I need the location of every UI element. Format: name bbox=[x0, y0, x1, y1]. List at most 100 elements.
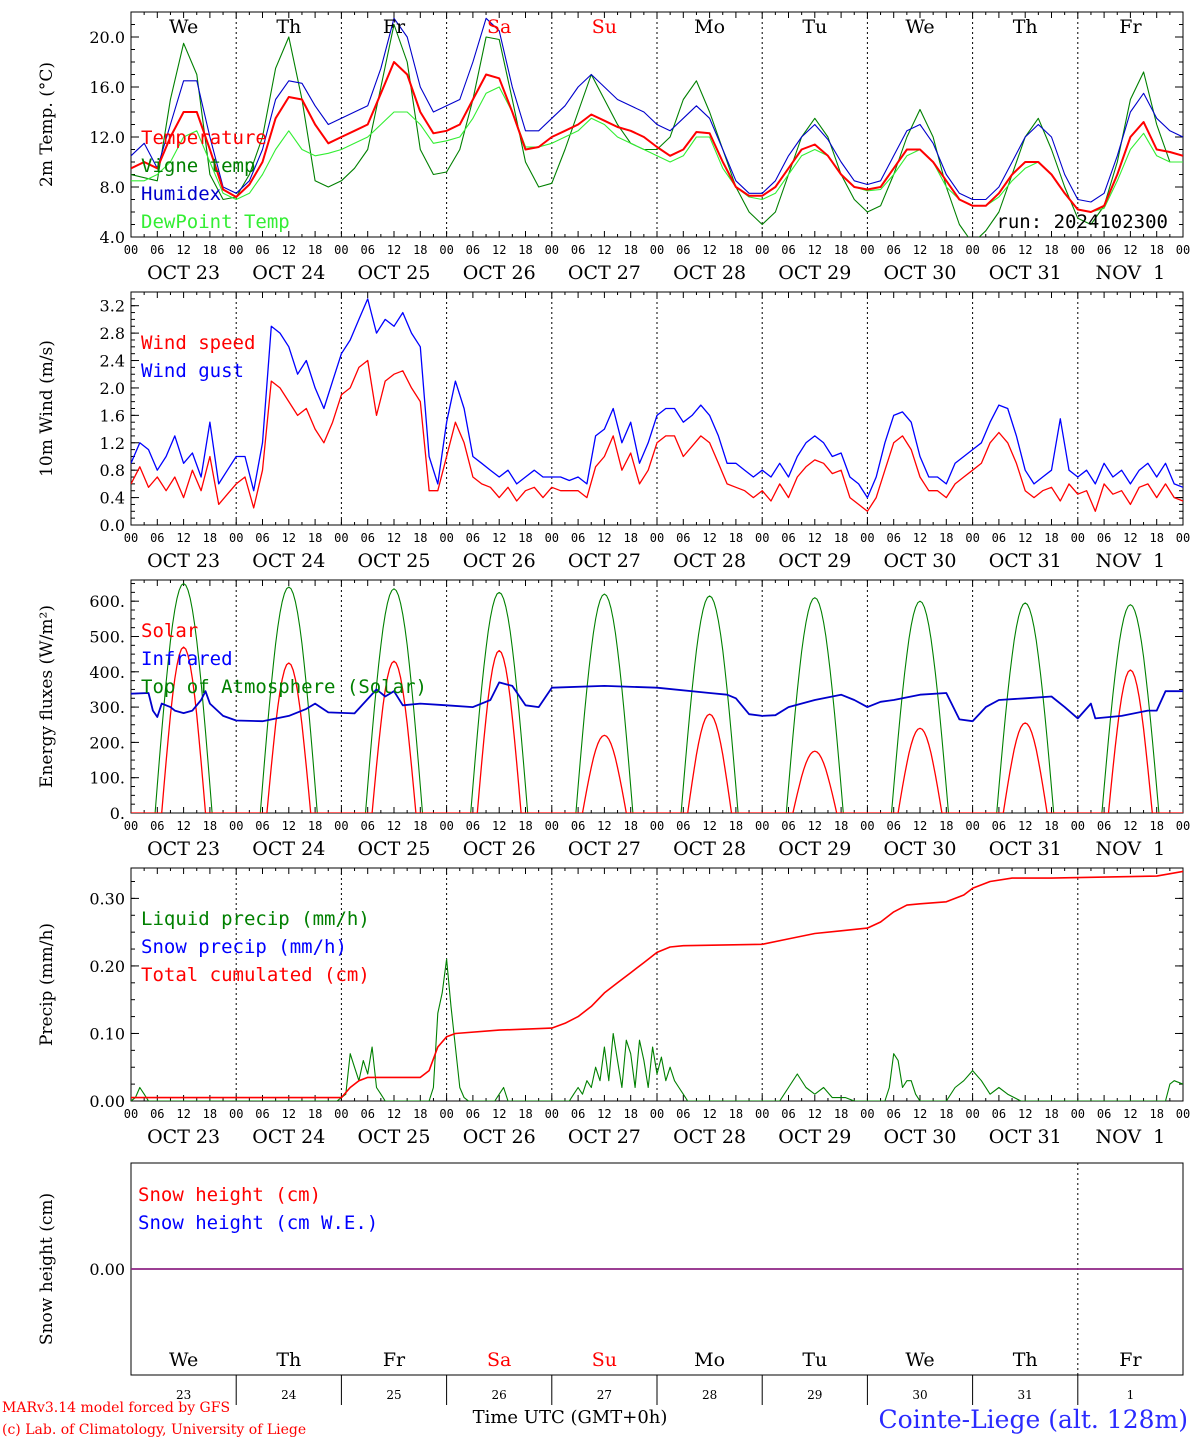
hour-label: 18 bbox=[203, 531, 217, 545]
hour-label: 18 bbox=[308, 1107, 322, 1121]
hour-label: 00 bbox=[439, 1107, 453, 1121]
run-label: run: 2024102300 bbox=[996, 211, 1168, 233]
hour-label: 18 bbox=[834, 531, 848, 545]
day-number-label: 27 bbox=[597, 1388, 612, 1402]
y-tick-label: 500. bbox=[89, 627, 125, 646]
hour-label: 12 bbox=[387, 819, 401, 833]
hour-label: 06 bbox=[676, 819, 690, 833]
hour-label: 18 bbox=[729, 243, 743, 257]
weekday-label: Fr bbox=[1119, 16, 1142, 38]
y-tick-label: 0.0 bbox=[100, 516, 125, 535]
hour-label: 06 bbox=[360, 531, 374, 545]
hour-label: 12 bbox=[1018, 531, 1032, 545]
hour-label: 06 bbox=[466, 243, 480, 257]
y-tick-label: 2.4 bbox=[100, 352, 125, 371]
hour-label: 06 bbox=[1097, 819, 1111, 833]
precip-legend-0: Liquid precip (mm/h) bbox=[141, 908, 370, 930]
hour-label: 06 bbox=[466, 531, 480, 545]
hour-label: 12 bbox=[597, 1107, 611, 1121]
liquid-precip-mm-h-line bbox=[131, 958, 1183, 1101]
hour-label: 18 bbox=[203, 1107, 217, 1121]
hour-label: 18 bbox=[518, 819, 532, 833]
hour-label: 18 bbox=[308, 243, 322, 257]
weekday-label: Th bbox=[1013, 1349, 1038, 1371]
hour-label: 00 bbox=[965, 1107, 979, 1121]
hour-label: 00 bbox=[650, 243, 664, 257]
day-number-label: 29 bbox=[807, 1388, 822, 1402]
hour-label: 06 bbox=[992, 243, 1006, 257]
weekday-label: Tu bbox=[802, 16, 827, 38]
hour-label: 06 bbox=[150, 1107, 164, 1121]
hour-label: 00 bbox=[229, 243, 243, 257]
hour-label: 18 bbox=[834, 819, 848, 833]
hour-label: 00 bbox=[1071, 1107, 1085, 1121]
date-label: OCT 24 bbox=[252, 1126, 325, 1148]
hour-label: 00 bbox=[1176, 819, 1190, 833]
hour-label: 00 bbox=[1176, 1107, 1190, 1121]
hour-label: 18 bbox=[413, 243, 427, 257]
date-label: OCT 29 bbox=[778, 550, 851, 572]
hour-label: 00 bbox=[334, 819, 348, 833]
energy-legend-0: Solar bbox=[141, 620, 198, 642]
date-label: OCT 31 bbox=[989, 550, 1062, 572]
hour-label: 06 bbox=[571, 243, 585, 257]
hour-label: 06 bbox=[886, 531, 900, 545]
y-tick-label: 4.0 bbox=[100, 228, 125, 247]
hour-label: 12 bbox=[492, 531, 506, 545]
hour-label: 18 bbox=[729, 819, 743, 833]
date-label: OCT 30 bbox=[883, 550, 956, 572]
hour-label: 00 bbox=[650, 531, 664, 545]
wind-gust-line bbox=[131, 298, 1183, 499]
hour-label: 06 bbox=[676, 1107, 690, 1121]
hour-label: 06 bbox=[1097, 1107, 1111, 1121]
hour-label: 18 bbox=[518, 531, 532, 545]
hour-label: 06 bbox=[886, 243, 900, 257]
weekday-label: Su bbox=[592, 1349, 617, 1371]
hour-label: 06 bbox=[781, 531, 795, 545]
weekday-label: We bbox=[169, 1349, 198, 1371]
date-label: OCT 28 bbox=[673, 262, 746, 284]
hour-label: 18 bbox=[939, 819, 953, 833]
date-label: NOV 1 bbox=[1096, 262, 1166, 284]
humidex-line bbox=[131, 17, 1183, 203]
hour-label: 06 bbox=[255, 531, 269, 545]
weekday-label: Mo bbox=[694, 1349, 725, 1371]
hour-label: 00 bbox=[334, 531, 348, 545]
temperature-legend-3: DewPoint Temp bbox=[141, 211, 290, 233]
hour-label: 00 bbox=[1071, 243, 1085, 257]
temperature-legend-2: Humidex bbox=[141, 183, 221, 205]
hour-label: 12 bbox=[1123, 243, 1137, 257]
day-number-label: 23 bbox=[176, 1388, 191, 1402]
hour-label: 12 bbox=[282, 243, 296, 257]
hour-label: 00 bbox=[965, 819, 979, 833]
temperature-series bbox=[131, 17, 1183, 237]
date-label: OCT 23 bbox=[147, 1126, 220, 1148]
hour-label: 00 bbox=[755, 819, 769, 833]
weekday-label: We bbox=[169, 16, 198, 38]
wind-legend-1: Wind gust bbox=[141, 360, 244, 382]
hour-label: 12 bbox=[702, 819, 716, 833]
weekday-label: Th bbox=[276, 1349, 301, 1371]
hour-label: 12 bbox=[176, 531, 190, 545]
hour-label: 06 bbox=[255, 819, 269, 833]
hour-label: 00 bbox=[965, 531, 979, 545]
precip-legend-1: Snow precip (mm/h) bbox=[141, 936, 347, 958]
hour-label: 12 bbox=[492, 243, 506, 257]
y-tick-label: 200. bbox=[89, 733, 125, 752]
date-label: OCT 26 bbox=[463, 1126, 536, 1148]
y-tick-label: 16.0 bbox=[89, 78, 125, 97]
y-tick-label: 0.30 bbox=[89, 889, 125, 908]
hour-label: 12 bbox=[282, 531, 296, 545]
date-label: OCT 26 bbox=[463, 550, 536, 572]
hour-label: 06 bbox=[255, 1107, 269, 1121]
y-tick-label: 2.8 bbox=[100, 324, 125, 343]
hour-label: 12 bbox=[176, 243, 190, 257]
hour-label: 18 bbox=[1149, 819, 1163, 833]
hour-label: 00 bbox=[229, 1107, 243, 1121]
hour-label: 12 bbox=[913, 1107, 927, 1121]
date-label: OCT 25 bbox=[357, 838, 430, 860]
weekday-label: We bbox=[905, 1349, 934, 1371]
date-label: OCT 29 bbox=[778, 1126, 851, 1148]
day-number-label: 26 bbox=[492, 1388, 507, 1402]
